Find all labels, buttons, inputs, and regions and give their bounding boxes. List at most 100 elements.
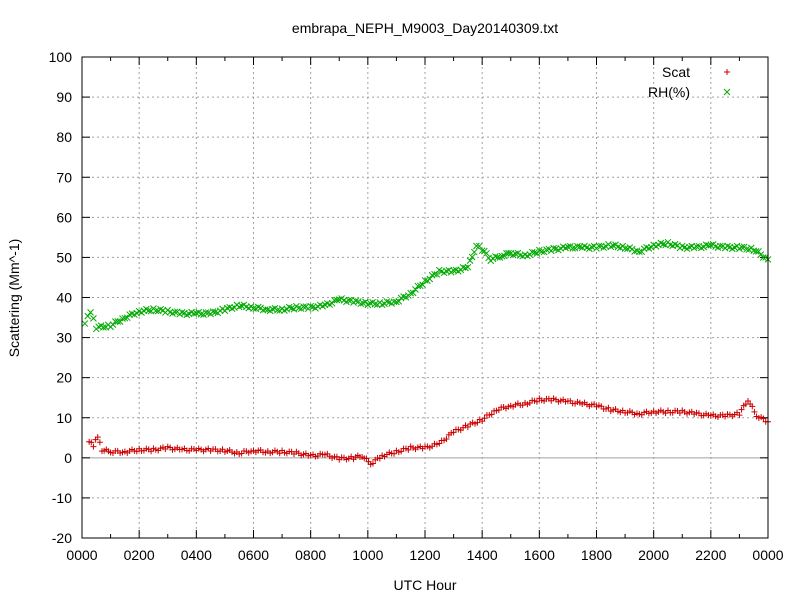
- data-point: [307, 302, 315, 310]
- x-tick-label: 0200: [124, 547, 155, 563]
- data-point: [760, 415, 767, 422]
- data-point: [481, 415, 488, 422]
- data-point: [94, 434, 101, 441]
- data-point: [121, 314, 129, 322]
- data-point: [269, 305, 276, 313]
- x-tick-label: 0600: [238, 547, 269, 563]
- data-point: [88, 439, 95, 446]
- data-point: [466, 257, 474, 264]
- x-tick-label: 1200: [409, 547, 440, 563]
- data-point: [693, 243, 700, 250]
- data-point: [498, 252, 506, 260]
- data-point: [412, 286, 419, 293]
- data-point: [671, 240, 679, 248]
- data-point: [228, 305, 236, 312]
- data-point: [405, 446, 412, 453]
- x-tick-label: 1800: [581, 547, 612, 563]
- data-point: [605, 404, 612, 411]
- data-point: [574, 242, 581, 250]
- data-point: [707, 241, 715, 249]
- x-tick-label: 0800: [295, 547, 326, 563]
- data-point: [197, 310, 205, 318]
- y-tick-label: 70: [56, 169, 72, 185]
- data-point: [171, 308, 179, 316]
- data-point: [371, 300, 379, 308]
- data-point: [464, 424, 471, 431]
- data-point: [190, 310, 198, 317]
- data-point: [474, 419, 481, 426]
- data-point: [145, 307, 153, 314]
- data-point: [595, 242, 603, 250]
- data-point: [528, 248, 536, 256]
- data-point: [475, 242, 483, 250]
- legend-marker: [724, 69, 730, 75]
- data-point: [109, 321, 117, 328]
- series-rh: [81, 238, 772, 333]
- plot-frame: [81, 56, 769, 539]
- tick-layer: -20 -10 0 10 20 30 40 50 60 70 80 90 100 0000 0200 0400…: [49, 49, 784, 563]
- data-point: [468, 253, 476, 261]
- data-point: [738, 243, 746, 251]
- data-point: [352, 297, 360, 305]
- data-point: [376, 455, 383, 462]
- data-point: [362, 298, 369, 306]
- data-point: [588, 243, 596, 251]
- x-tick-label: 1400: [467, 547, 498, 563]
- legend-label: RH(%): [648, 84, 690, 100]
- y-axis-title: Scattering (Mm^-1): [6, 239, 22, 358]
- x-tick-label: 0400: [181, 547, 212, 563]
- data-point: [114, 318, 122, 325]
- data-point: [273, 306, 281, 314]
- data-point: [393, 298, 400, 306]
- data-point: [749, 403, 756, 410]
- data-point: [759, 254, 767, 261]
- y-tick-label: 60: [56, 209, 72, 225]
- data-point: [345, 296, 353, 304]
- data-point: [391, 450, 398, 457]
- data-point: [295, 304, 303, 312]
- data-point: [357, 300, 365, 308]
- data-point: [250, 305, 257, 312]
- data-point: [569, 244, 577, 252]
- data-point: [564, 243, 572, 251]
- chart-title: embrapa_NEPH_M9003_Day20140309.txt: [292, 20, 558, 36]
- data-point: [209, 308, 217, 315]
- data-point: [433, 271, 441, 278]
- x-tick-label: 2000: [638, 547, 669, 563]
- data-point: [90, 314, 97, 322]
- data-point: [363, 455, 370, 462]
- y-tick-label: -10: [52, 490, 72, 506]
- data-point: [533, 398, 540, 405]
- data-point: [84, 312, 92, 320]
- y-tick-label: 90: [56, 89, 72, 105]
- data-point: [81, 320, 89, 327]
- data-point: [87, 309, 94, 316]
- data-point: [724, 242, 731, 250]
- data-point: [414, 282, 422, 290]
- data-point: [483, 249, 490, 257]
- data-point: [659, 240, 667, 248]
- y-tick-label: 100: [49, 49, 73, 65]
- data-point: [100, 324, 107, 331]
- y-tick-label: 80: [56, 129, 72, 145]
- data-point: [609, 242, 617, 249]
- data-point: [752, 247, 760, 255]
- data-point: [436, 440, 443, 447]
- data-point: [512, 250, 519, 258]
- data-point: [152, 307, 160, 315]
- data-point: [533, 250, 541, 257]
- data-point: [717, 242, 724, 250]
- data-point: [262, 306, 269, 313]
- data-point: [470, 248, 478, 256]
- data-point: [538, 248, 546, 255]
- data-point: [488, 411, 495, 418]
- data-point: [636, 248, 643, 256]
- y-tick-label: 0: [64, 450, 72, 466]
- data-point: [464, 263, 472, 271]
- data-point: [300, 303, 307, 310]
- y-tick-label: 20: [56, 370, 72, 386]
- data-point: [505, 249, 512, 257]
- data-point: [550, 244, 557, 252]
- data-point: [90, 443, 97, 450]
- x-tick-label: 0000: [66, 547, 97, 563]
